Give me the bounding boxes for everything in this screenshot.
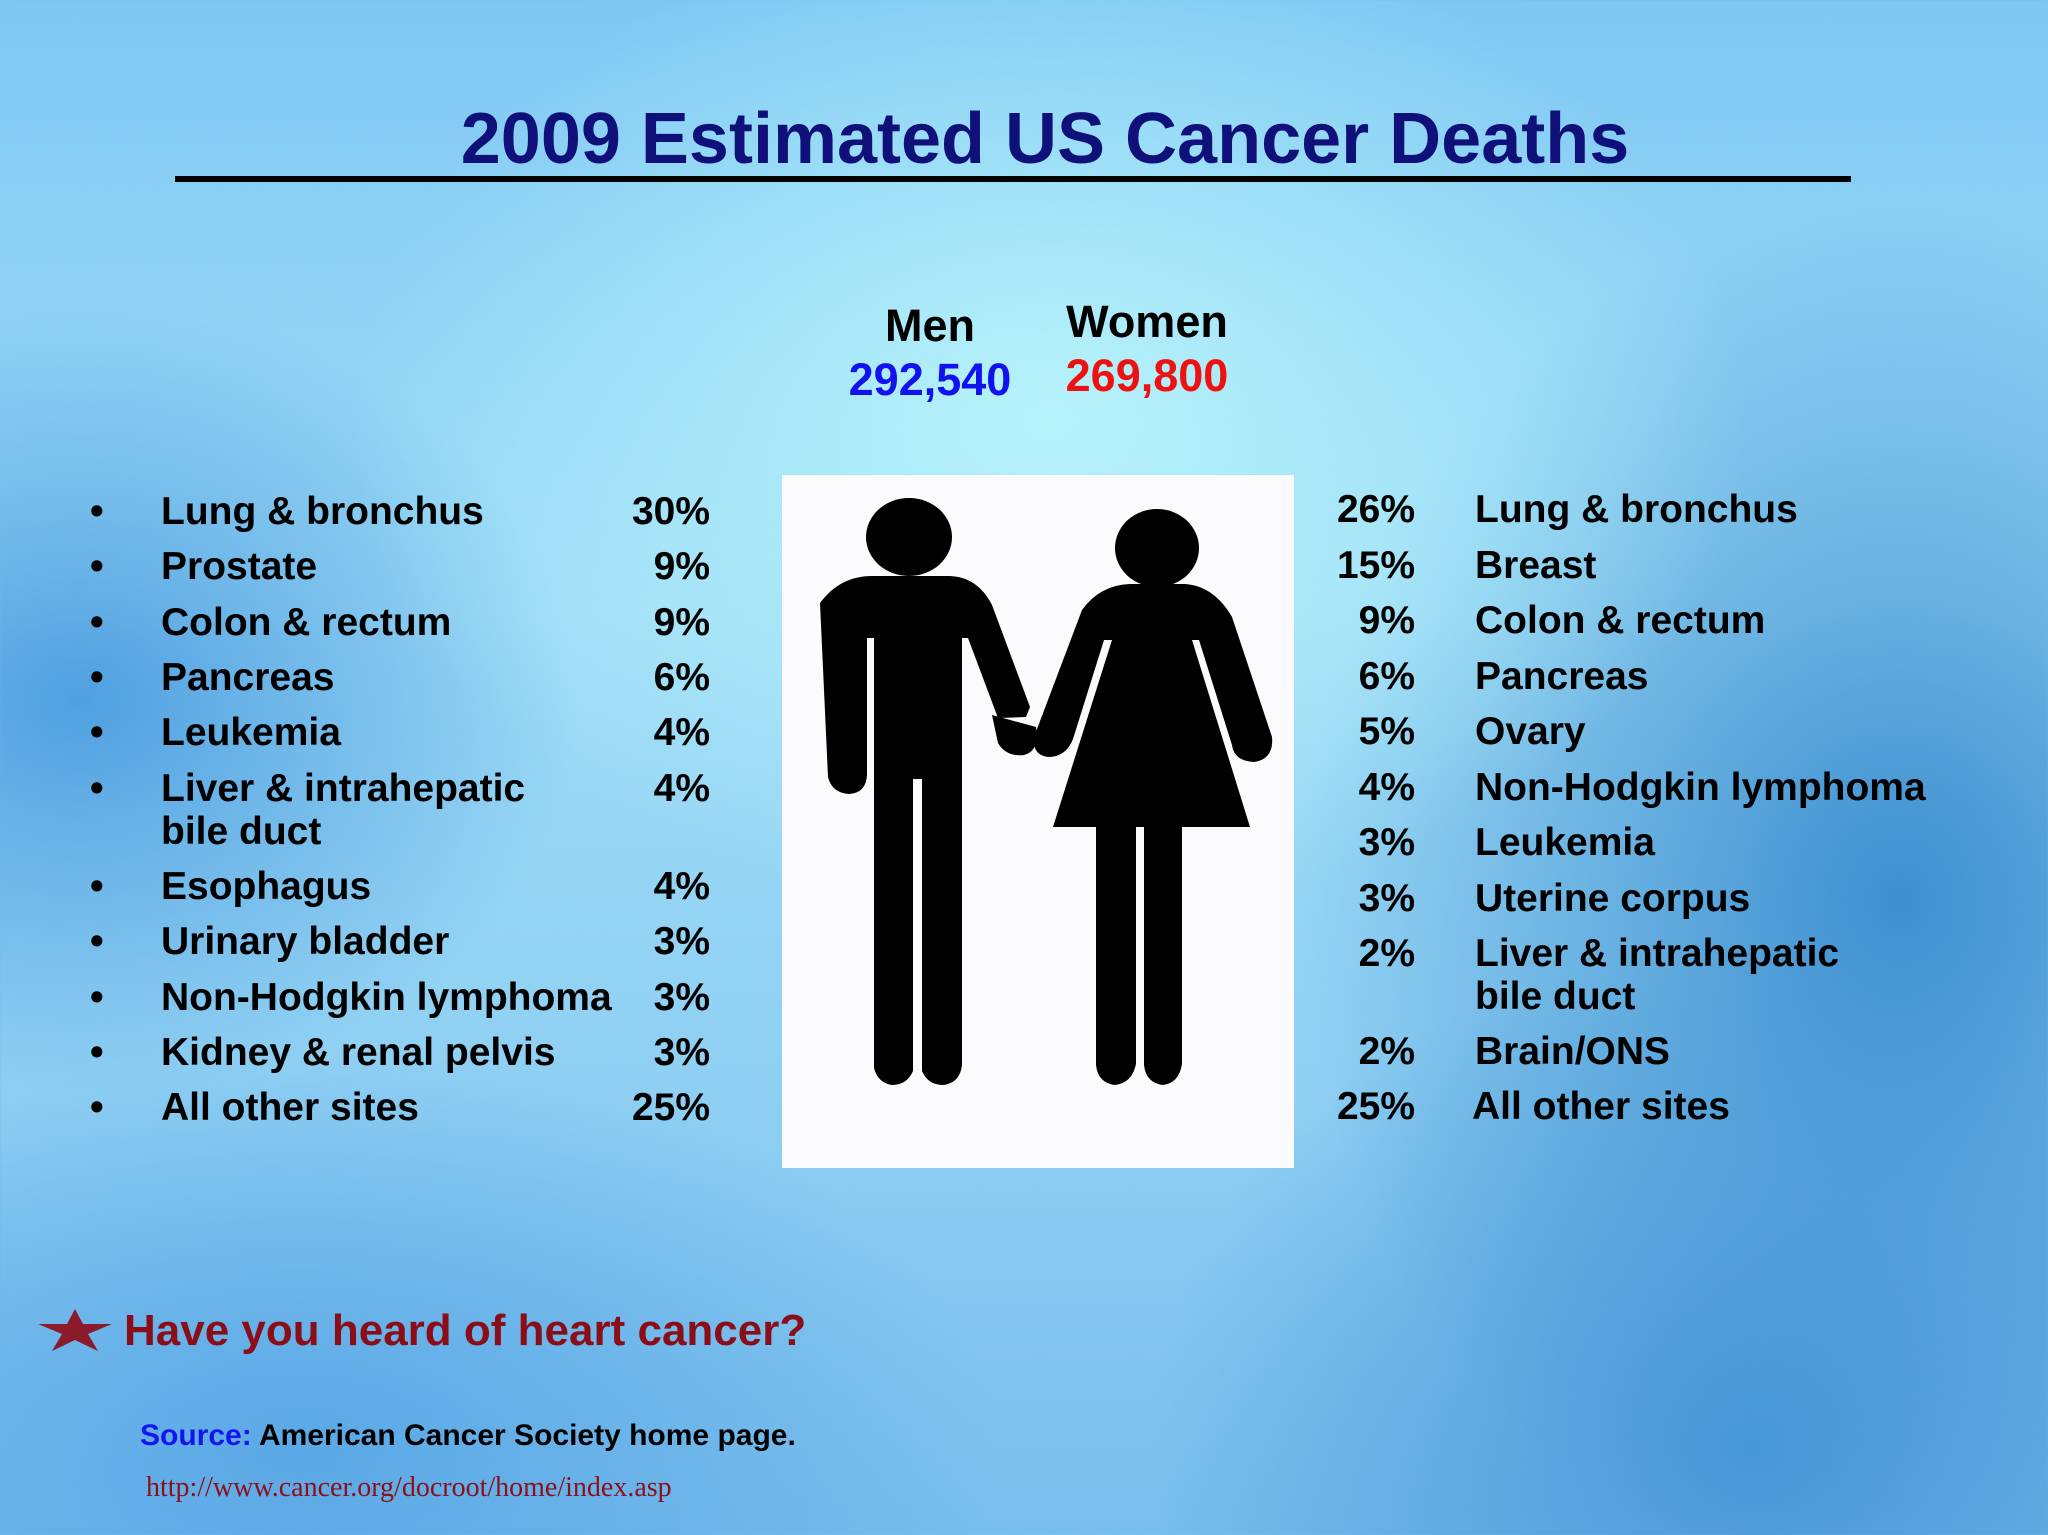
site-label-line2: bile duct [1475,975,1636,1018]
site-label: Non-Hodgkin lymphoma [1475,766,1926,809]
site-percent: 3% [653,1031,710,1074]
bullet: • [90,1031,104,1074]
bullet: • [90,767,104,810]
site-percent: 6% [653,656,710,699]
site-label: Uterine corpus [1475,877,1751,920]
site-label: Kidney & renal pelvis [161,1031,556,1074]
callout-text: Have you heard of heart cancer? [124,1306,807,1355]
site-label: All other sites [161,1086,419,1129]
site-percent: 6% [1358,655,1415,698]
site-percent: 9% [1358,599,1415,642]
men-label: Men [885,300,975,351]
heart-cancer-callout: Have you heard of heart cancer? [38,1306,806,1356]
women-label: Women [1066,296,1228,347]
source-line: Source: American Cancer Society home pag… [140,1419,796,1453]
site-label: Leukemia [161,711,341,754]
site-percent: 30% [631,490,710,533]
bullet: • [90,490,104,533]
site-percent: 26% [1336,488,1415,531]
site-label: Leukemia [1475,821,1655,864]
site-percent: 3% [1358,877,1415,920]
site-label: Breast [1475,544,1597,587]
men-total: 292,540 [848,354,1012,405]
man-and-woman-holding-hands-icon [782,475,1294,1168]
site-percent: 4% [653,767,710,810]
site-percent: 3% [1358,821,1415,864]
site-label-line2: bile duct [161,810,322,853]
site-percent: 4% [1358,766,1415,809]
site-label: Pancreas [161,656,335,699]
site-label: Urinary bladder [161,920,450,963]
bullet: • [90,1086,104,1129]
source-text: American Cancer Society home page. [258,1419,796,1452]
site-label: Lung & bronchus [161,490,484,533]
site-label: Non-Hodgkin lymphoma [161,976,612,1019]
site-percent: 9% [653,545,710,588]
site-percent: 4% [653,865,710,908]
site-percent: 3% [653,976,710,1019]
site-label: Liver & intrahepatic [161,767,526,810]
site-label: Colon & rectum [1475,599,1766,642]
site-percent: 9% [653,601,710,644]
bullet: • [90,865,104,908]
site-percent: 25% [631,1086,710,1129]
bullet: • [90,920,104,963]
site-label: Esophagus [161,865,372,908]
site-label: Brain/ONS [1475,1030,1671,1073]
bullet: • [90,976,104,1019]
bullet: • [90,545,104,588]
site-label: Pancreas [1475,655,1649,698]
bullet: • [90,711,104,754]
source-label: Source: [140,1419,252,1452]
slide-title: 2009 Estimated US Cancer Deaths [460,99,1630,179]
bullet: • [90,601,104,644]
site-label: Lung & bronchus [1475,488,1798,531]
site-label: Liver & intrahepatic [1475,932,1840,975]
site-label: Prostate [161,545,318,588]
site-percent: 3% [653,920,710,963]
site-percent: 2% [1358,1030,1415,1073]
site-percent: 4% [653,711,710,754]
star-icon [38,1309,112,1351]
site-label: Colon & rectum [161,601,452,644]
site-percent: 5% [1358,710,1415,753]
site-percent: 2% [1358,932,1415,975]
title-underline [175,176,1851,182]
site-percent: 25% [1336,1085,1415,1128]
women-total: 269,800 [1065,350,1229,401]
site-label: Ovary [1475,710,1586,753]
bullet: • [90,656,104,699]
site-percent: 15% [1336,544,1415,587]
site-label: All other sites [1472,1085,1730,1128]
source-url-link[interactable]: http://www.cancer.org/docroot/home/index… [146,1472,672,1503]
